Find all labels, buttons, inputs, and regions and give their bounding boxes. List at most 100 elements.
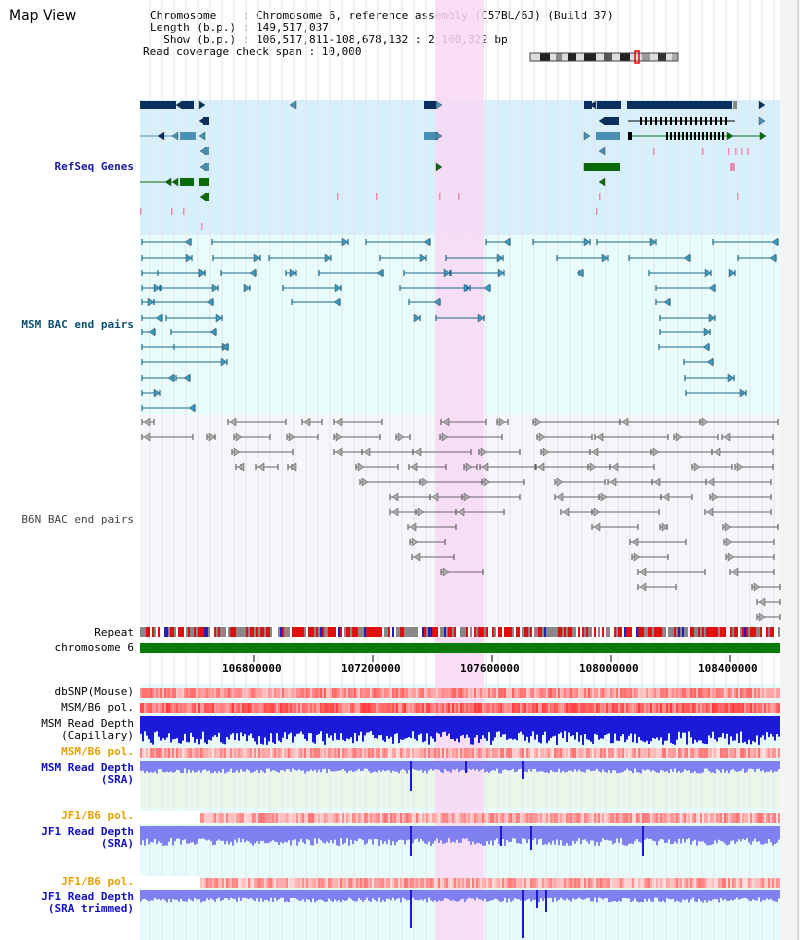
polymorphism-bin xyxy=(240,748,242,758)
polymorphism-bin xyxy=(724,748,726,758)
polymorphism-bin xyxy=(728,688,730,698)
read-depth-bin xyxy=(394,716,396,735)
track-label-msm-b6-pol[interactable]: MSM/B6 pol. xyxy=(61,701,134,714)
read-depth-bin xyxy=(570,761,572,771)
read-depth-bin xyxy=(580,761,582,772)
track-label-refseq[interactable]: RefSeq Genes xyxy=(54,160,134,173)
polymorphism-bin xyxy=(490,878,492,888)
repeat-element xyxy=(482,627,484,637)
track-label-b6n-bac[interactable]: B6N BAC end pairs xyxy=(21,513,134,526)
read-depth-bin xyxy=(602,716,604,739)
track-label-msm-read-capillary[interactable]: MSM Read Depth (Capillary) xyxy=(41,717,134,742)
repeat-element xyxy=(258,627,260,637)
polymorphism-bin xyxy=(322,748,324,758)
read-depth-bin xyxy=(348,761,350,771)
read-depth-bin xyxy=(590,890,592,902)
read-depth-bin xyxy=(618,826,620,843)
polymorphism-bin xyxy=(728,878,730,888)
read-depth-bin xyxy=(682,761,684,772)
polymorphism-bin xyxy=(202,688,204,698)
read-depth-bin xyxy=(462,890,464,899)
polymorphism-bin xyxy=(606,813,608,823)
track-label-jf1-read-sra[interactable]: JF1 Read Depth (SRA) xyxy=(41,825,134,850)
read-depth-bin xyxy=(632,826,634,844)
polymorphism-bin xyxy=(374,688,376,698)
read-depth-bin xyxy=(514,826,516,839)
read-depth-bin xyxy=(694,761,696,772)
track-label-repeat[interactable]: Repeat xyxy=(94,626,134,639)
repeat-element xyxy=(470,627,472,637)
polymorphism-bin xyxy=(680,748,682,758)
polymorphism-bin xyxy=(430,813,432,823)
repeat-element xyxy=(622,627,624,637)
polymorphism-bin xyxy=(558,878,560,888)
polymorphism-bin xyxy=(342,703,344,713)
polymorphism-bin xyxy=(432,878,434,888)
polymorphism-bin xyxy=(732,748,734,758)
read-depth-bin xyxy=(214,826,216,845)
polymorphism-bin xyxy=(558,748,560,758)
polymorphism-bin xyxy=(576,703,578,713)
read-depth-bin xyxy=(248,826,250,842)
read-depth-bin xyxy=(548,890,550,899)
read-depth-bin xyxy=(652,761,654,770)
polymorphism-bin xyxy=(392,703,394,713)
gene-exon xyxy=(705,117,707,125)
strand-arrow-icon xyxy=(257,462,265,472)
track-label-jf1-b6-pol[interactable]: JF1/B6 pol. xyxy=(61,809,134,822)
polymorphism-bin xyxy=(698,813,700,823)
read-depth-bin xyxy=(306,716,308,741)
polymorphism-bin xyxy=(538,703,540,713)
read-depth-bin xyxy=(448,890,450,900)
read-depth-bin xyxy=(172,826,174,846)
read-depth-bin xyxy=(196,826,198,844)
read-depth-bin xyxy=(614,761,616,771)
polymorphism-bin xyxy=(486,703,488,713)
track-label-chromosome[interactable]: chromosome 6 xyxy=(54,641,134,654)
polymorphism-bin xyxy=(274,813,276,823)
read-depth-bin xyxy=(338,761,340,771)
polymorphism-bin xyxy=(328,703,330,713)
track-label-msm-bac[interactable]: MSM BAC end pairs xyxy=(21,318,134,331)
polymorphism-bin xyxy=(430,878,432,888)
repeat-element xyxy=(650,627,652,637)
track-label-msm-read-sra[interactable]: MSM Read Depth (SRA) xyxy=(41,761,134,786)
track-label-jf1-b6-pol-2[interactable]: JF1/B6 pol. xyxy=(61,875,134,888)
track-label-msm-b6-pol-2[interactable]: MSM/B6 pol. xyxy=(61,745,134,758)
read-depth-bin xyxy=(562,890,564,900)
polymorphism-bin xyxy=(392,878,394,888)
read-depth-bin xyxy=(744,716,746,742)
read-depth-bin xyxy=(402,761,404,770)
polymorphism-bin xyxy=(562,688,564,698)
polymorphism-bin xyxy=(150,688,152,698)
read-depth-bin xyxy=(550,761,552,771)
read-depth-bin xyxy=(298,716,300,734)
read-depth-bin xyxy=(212,716,214,737)
polymorphism-bin xyxy=(144,688,146,698)
polymorphism-bin xyxy=(232,703,234,713)
polymorphism-bin xyxy=(682,748,684,758)
track-label-dbsnp[interactable]: dbSNP(Mouse) xyxy=(54,685,134,698)
repeat-element xyxy=(246,627,248,637)
polymorphism-bin xyxy=(294,688,296,698)
polymorphism-bin xyxy=(568,703,570,713)
polymorphism-bin xyxy=(698,878,700,888)
polymorphism-bin xyxy=(452,688,454,698)
repeat-element xyxy=(188,627,190,637)
read-depth-bin xyxy=(282,890,284,898)
read-depth-bin xyxy=(650,826,652,839)
polymorphism-bin xyxy=(704,878,706,888)
read-depth-bin xyxy=(142,826,144,841)
read-depth-bin xyxy=(396,890,398,899)
polymorphism-bin xyxy=(722,688,724,698)
read-depth-bin xyxy=(496,826,498,839)
read-depth-bin xyxy=(466,826,468,839)
polymorphism-bin xyxy=(490,813,492,823)
track-label-jf1-read-trimmed[interactable]: JF1 Read Depth (SRA trimmed) xyxy=(41,890,134,915)
repeat-element xyxy=(468,627,470,637)
read-depth-bin xyxy=(354,890,356,902)
polymorphism-bin xyxy=(508,748,510,758)
read-depth-bin xyxy=(588,716,590,740)
polymorphism-bin xyxy=(674,813,676,823)
